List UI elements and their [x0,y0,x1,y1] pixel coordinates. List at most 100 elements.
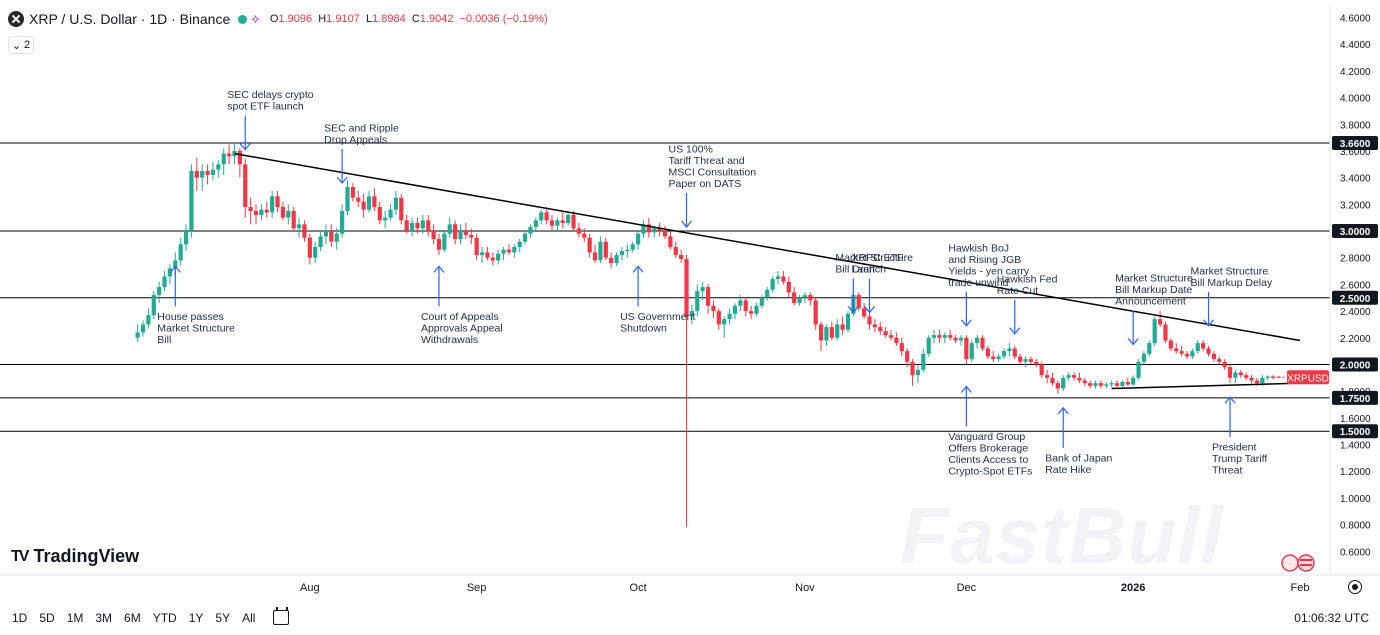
candle-down [560,220,565,224]
range-1m-button[interactable]: 1M [66,610,84,625]
candle-down [264,209,269,213]
annotation-text: Withdrawals [421,334,478,346]
candle-up [388,209,393,218]
range-5y-button[interactable]: 5Y [215,610,231,625]
price-tick-label: 2.8000 [1340,254,1371,265]
arrow-head-icon [1127,338,1139,346]
candle-down [469,235,474,238]
time-tick-label: Dec [957,582,977,594]
candle-up [366,196,372,210]
range-ytd-button[interactable]: YTD [152,610,177,625]
candle-up [409,223,415,232]
annotation-text: and Rising JGB [948,254,1021,266]
candle-up [259,209,264,216]
price-tick-label: 2.6000 [1340,280,1371,291]
range-1y-button[interactable]: 1Y [188,610,204,625]
arrow-head-icon [433,265,445,273]
candle-down [1125,381,1130,385]
horizontal-levels [0,142,1330,432]
candle-down [1071,375,1077,378]
candle-down [1039,364,1044,376]
candle-up [286,211,291,218]
arrow-head-icon [632,265,644,273]
annotation-text: spot ETF launch [227,101,304,113]
annotation-text: Bill Markup Date [1115,284,1192,296]
time-tick-label: Oct [630,582,647,594]
annotation-text: Vanguard Group [948,431,1025,443]
candle-down [1206,348,1211,354]
candle-up [383,217,388,221]
price-tick-label: 4.0000 [1340,94,1371,105]
candle-up [151,295,156,316]
candle-up [915,369,921,376]
candle-up [775,276,781,280]
price-tick-label: 2.4000 [1340,307,1371,318]
candle-up [501,249,506,254]
candle-down [377,207,382,221]
candle-down [657,228,662,232]
range-6m-button[interactable]: 6M [124,610,141,625]
time-tick-label: Sep [467,582,487,594]
annotation-text: Offers Brokerage [948,442,1028,454]
candle-down [592,252,598,261]
candle-down [194,170,199,178]
ohlc-readout: O1.9096 H1.9107 L1.8984 C1.9042 −0.0036 … [269,13,548,25]
candle-down [248,207,253,212]
price-tick-label: 1.4000 [1340,441,1371,452]
range-all-button[interactable]: All [242,610,256,625]
candle-down [490,257,495,261]
candle-down [711,305,716,312]
time-axis[interactable]: Aug Sep Oct Nov Dec 2026 Feb [0,574,1380,594]
gear-icon[interactable] [1348,580,1362,594]
level-label-box [1332,135,1378,150]
candle-down [453,224,458,240]
flag-icon [1281,554,1315,572]
candle-up [157,287,162,296]
indicator-collapse-button[interactable]: ⌄ 2 [8,36,34,54]
price-tick-label: 0.8000 [1340,521,1371,532]
range-5d-button[interactable]: 5D [39,610,55,625]
annotation-text: Crypto-Spot ETFs [948,465,1032,477]
candle-down [329,231,334,242]
calendar-goto-icon[interactable] [273,607,290,625]
tradingview-logo[interactable]: TV TradingView [11,546,140,566]
level-label: 1.5000 [1340,427,1371,438]
range-1d-button[interactable]: 1D [12,610,28,625]
annotation-text: SEC delays crypto [227,89,314,101]
range-3m-button[interactable]: 3M [95,610,113,625]
candle-down [964,337,969,360]
candle-up [1001,351,1007,357]
candle-down [668,236,673,248]
candle-down [1012,348,1017,357]
candle-up [183,231,189,245]
utc-clock[interactable]: 01:06:32 UTC [1294,610,1369,625]
level-label: 1.7500 [1340,394,1371,405]
fastbull-watermark: FastBull [900,491,1224,580]
candle-down [818,324,824,341]
annotation-text: US 100% [669,144,713,156]
price-tick-label: 3.4000 [1340,174,1371,185]
annotation-text: Hawkish Fed [997,273,1058,285]
share-icon[interactable]: ⟡ [251,11,260,26]
candle-up [216,164,221,170]
price-tick-label: 0.6000 [1340,547,1371,558]
candle-down [948,335,953,338]
price-tick-label: 3.8000 [1340,120,1371,131]
candle-down [1055,383,1060,389]
price-axis[interactable]: 0.60000.80001.00001.20001.40001.60001.80… [1287,5,1378,575]
candle-down [275,196,280,208]
arrow-head-icon [847,306,859,314]
change-readout: −0.0036 (−0.19%) [459,13,548,25]
annotation-text: Bill [157,334,171,346]
arrow-head-icon [681,220,692,228]
candle-down [1179,351,1184,354]
annotation-text: Court of Appeals [421,311,499,323]
symbol-title[interactable]: XRP / U.S. Dollar · 1D · Binance [29,11,231,27]
arrow-head-icon [1203,319,1214,327]
candle-up [975,337,980,344]
